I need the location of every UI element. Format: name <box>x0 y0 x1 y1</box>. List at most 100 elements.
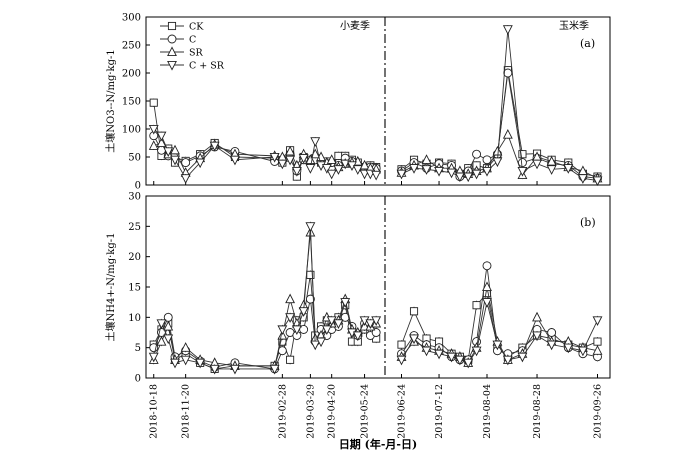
data-point <box>321 325 332 336</box>
data-point <box>156 319 167 329</box>
data-point <box>352 331 363 342</box>
data-point <box>482 298 492 308</box>
data-point <box>446 168 457 179</box>
data-point <box>397 340 406 349</box>
y-tick-label: 15 <box>128 283 141 294</box>
data-point <box>305 294 315 304</box>
x-tick-label: 2019-09-26 <box>592 384 603 439</box>
data-point <box>502 129 513 139</box>
legend: CK C SR C + SR <box>160 22 225 72</box>
data-point <box>409 334 419 345</box>
data-point <box>454 355 465 366</box>
data-point <box>472 301 481 310</box>
data-point <box>180 174 191 184</box>
y-tick-label: 50 <box>128 153 141 164</box>
data-point <box>230 364 240 375</box>
data-point <box>482 166 492 177</box>
data-point <box>340 159 351 170</box>
data-point <box>170 144 180 155</box>
data-point <box>434 349 444 360</box>
data-point <box>305 222 316 232</box>
data-point <box>326 169 337 180</box>
legend-label: C <box>189 35 196 46</box>
data-point <box>482 155 492 165</box>
data-point <box>547 328 557 337</box>
data-point <box>148 124 159 135</box>
y-tick-label: 150 <box>122 97 141 108</box>
data-point <box>503 68 513 78</box>
data-point <box>156 336 167 346</box>
series-csr <box>148 221 603 375</box>
y-tick-label: 30 <box>128 192 141 203</box>
data-point <box>371 328 381 337</box>
data-point <box>434 166 444 177</box>
data-point <box>170 155 180 166</box>
data-point <box>577 346 588 357</box>
legend-marker <box>167 34 177 44</box>
data-point <box>195 358 206 369</box>
data-point <box>371 316 382 326</box>
data-point <box>181 158 191 168</box>
legend-marker <box>167 21 177 31</box>
panel-label: (b) <box>580 216 596 229</box>
series-csr <box>148 25 603 187</box>
data-point <box>546 155 557 166</box>
data-point <box>518 150 527 159</box>
data-point <box>532 311 542 322</box>
data-point <box>333 319 344 329</box>
x-tick-label: 2019-08-04 <box>482 384 493 439</box>
series-sr <box>148 226 603 371</box>
data-point <box>298 154 309 164</box>
data-point <box>446 352 457 363</box>
data-point <box>502 25 513 35</box>
data-point <box>305 164 316 174</box>
panel-label: (a) <box>580 37 595 50</box>
data-point <box>359 169 370 180</box>
data-point <box>471 346 482 357</box>
data-point <box>180 355 191 366</box>
y-tick-label: 300 <box>122 13 141 24</box>
data-point <box>454 172 465 183</box>
data-point <box>163 334 174 345</box>
data-point <box>285 155 296 166</box>
data-point <box>269 364 280 375</box>
x-tick-label: 2018-10-18 <box>149 384 160 439</box>
y-tick-label: 0 <box>135 181 141 192</box>
data-point <box>230 155 240 166</box>
data-point <box>577 174 588 184</box>
shared-x-axis: 2018-10-18 2018-11-20 2019-02-28 2019-03-29… <box>149 384 604 439</box>
y-tick-label: 20 <box>128 252 141 263</box>
data-point <box>517 158 527 168</box>
data-point <box>532 331 542 342</box>
data-point <box>285 145 296 156</box>
data-point <box>291 166 302 177</box>
data-point <box>148 352 159 363</box>
data-point <box>340 298 351 308</box>
legend-marker <box>167 46 177 57</box>
data-point <box>463 358 474 369</box>
data-point <box>409 307 419 316</box>
legend-label: CK <box>189 22 204 33</box>
y-tick-label: 250 <box>122 41 141 52</box>
data-point <box>421 154 432 164</box>
data-point <box>517 352 528 363</box>
data-point <box>291 325 302 336</box>
season-label-maize: 玉米季 <box>559 19 589 32</box>
data-point <box>163 320 174 331</box>
y-tick-label: 200 <box>122 69 141 80</box>
data-point <box>209 364 220 375</box>
x-tick-label: 2019-04-20 <box>327 384 338 439</box>
data-point <box>482 281 492 292</box>
plot-frame <box>145 195 611 379</box>
data-point <box>209 141 220 152</box>
data-point <box>163 147 174 157</box>
data-point <box>492 157 503 168</box>
data-point <box>333 165 344 175</box>
x-tick-label: 2019-08-28 <box>532 384 543 439</box>
data-point <box>409 164 419 174</box>
data-point <box>532 159 542 170</box>
data-point <box>326 154 337 164</box>
data-point <box>149 98 158 107</box>
data-point <box>298 307 309 317</box>
data-point <box>277 325 288 336</box>
